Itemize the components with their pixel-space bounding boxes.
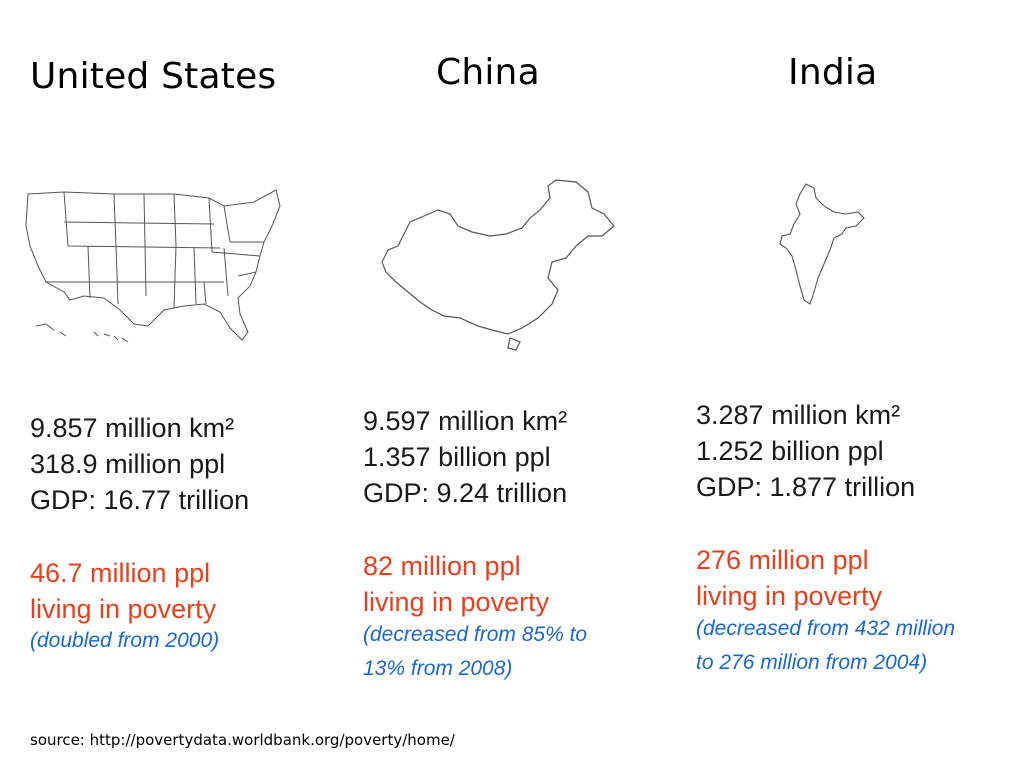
us-gdp: GDP: 16.77 trillion — [30, 485, 250, 515]
china-poverty-count: 82 million ppl — [363, 551, 521, 581]
china-population: 1.357 billion ppl — [363, 442, 551, 472]
us-poverty-count: 46.7 million ppl — [30, 558, 211, 588]
india-area: 3.287 million km² — [696, 400, 901, 430]
us-note-line1: (doubled from 2000) — [30, 629, 220, 652]
india-population: 1.252 billion ppl — [696, 436, 884, 466]
us-title: United States — [30, 56, 277, 97]
usa-map-icon — [24, 186, 284, 348]
us-note: (doubled from 2000) — [30, 624, 219, 658]
china-map-icon — [380, 178, 620, 354]
india-poverty-count: 276 million ppl — [696, 545, 869, 575]
china-note-line1: (decreased from 85% to — [363, 623, 588, 646]
india-poverty: 276 million ppl living in poverty — [696, 542, 882, 614]
india-map-icon — [776, 182, 866, 308]
china-stats: 9.597 million km² 1.357 billion ppl GDP:… — [363, 403, 567, 511]
us-poverty-label: living in poverty — [30, 594, 217, 624]
india-gdp: GDP: 1.877 trillion — [696, 472, 916, 502]
china-gdp: GDP: 9.24 trillion — [363, 478, 568, 508]
china-area: 9.597 million km² — [363, 406, 568, 436]
source-citation: source: http://povertydata.worldbank.org… — [30, 731, 455, 749]
us-population: 318.9 million ppl — [30, 449, 226, 479]
india-stats: 3.287 million km² 1.252 billion ppl GDP:… — [696, 397, 915, 505]
india-note-line1: (decreased from 432 million — [696, 617, 956, 640]
india-title: India — [788, 52, 878, 93]
us-poverty: 46.7 million ppl living in poverty — [30, 555, 216, 627]
china-poverty: 82 million ppl living in poverty — [363, 548, 549, 620]
china-note: (decreased from 85% to 13% from 2008) — [363, 618, 587, 686]
china-title: China — [436, 52, 540, 93]
us-stats: 9.857 million km² 318.9 million ppl GDP:… — [30, 410, 249, 518]
india-note: (decreased from 432 million to 276 milli… — [696, 612, 955, 680]
us-area: 9.857 million km² — [30, 413, 235, 443]
india-poverty-label: living in poverty — [696, 581, 883, 611]
india-note-line2: to 276 million from 2004) — [696, 651, 928, 674]
china-note-line2: 13% from 2008) — [363, 657, 513, 680]
china-poverty-label: living in poverty — [363, 587, 550, 617]
